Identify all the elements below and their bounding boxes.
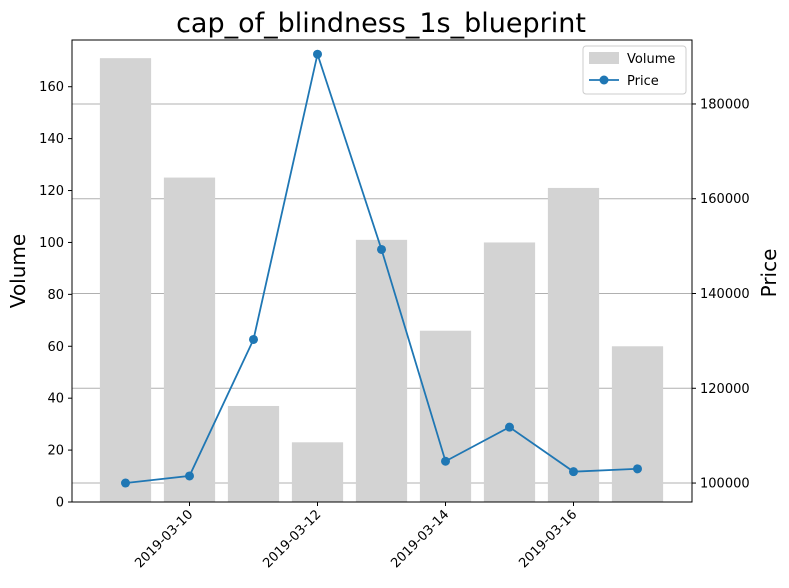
- price-point: [313, 49, 322, 59]
- chart-title: cap_of_blindness_1s_blueprint: [176, 8, 586, 39]
- price-point: [569, 467, 578, 477]
- left-axis-tick-label: 60: [47, 340, 64, 355]
- volume-bar: [227, 405, 280, 502]
- left-axis: 0 20 40 60 80 100 120 140 160: [39, 80, 72, 511]
- legend: Volume Price: [582, 45, 687, 95]
- left-axis-tick-label: 140: [39, 132, 64, 147]
- price-point: [441, 456, 450, 466]
- price-line: [121, 49, 642, 488]
- y-axis-label: Volume: [6, 234, 30, 308]
- legend-price-label: Price: [627, 74, 659, 89]
- price-point: [185, 471, 194, 481]
- left-axis-tick-label: 100: [39, 236, 64, 251]
- right-axis-tick-label: 160000: [700, 192, 750, 207]
- left-axis-tick-label: 0: [56, 496, 64, 511]
- price-point: [249, 334, 258, 344]
- plot-frame: [71, 39, 693, 503]
- y2-axis-label: Price: [757, 249, 781, 298]
- volume-bar: [99, 58, 152, 502]
- left-axis-tick-label: 80: [47, 288, 64, 303]
- volume-bar: [547, 187, 600, 502]
- volume-bar: [419, 330, 472, 502]
- right-axis-tick-label: 180000: [700, 97, 750, 112]
- volume-bar: [291, 442, 344, 502]
- volume-bar: [483, 242, 536, 502]
- volume-bar: [355, 239, 408, 502]
- left-axis-tick-label: 160: [39, 80, 64, 95]
- left-axis-tick-label: 120: [39, 184, 64, 199]
- legend-price-marker: [599, 75, 609, 85]
- legend-volume-label: Volume: [627, 52, 675, 67]
- right-axis: 100000 120000 140000 160000 180000: [692, 97, 750, 492]
- price-point: [633, 464, 642, 474]
- volume-bars: [99, 58, 664, 502]
- volume-bar: [163, 177, 216, 502]
- right-axis-tick-label: 140000: [700, 287, 750, 302]
- left-axis-tick-label: 40: [47, 392, 64, 407]
- legend-volume-swatch: [589, 52, 619, 64]
- left-axis-tick-label: 20: [47, 444, 64, 459]
- price-point: [121, 478, 130, 488]
- price-point: [377, 244, 386, 254]
- volume-bar: [611, 346, 664, 502]
- right-axis-tick-label: 100000: [700, 477, 750, 492]
- right-axis-tick-label: 120000: [700, 382, 750, 397]
- price-point: [505, 422, 514, 432]
